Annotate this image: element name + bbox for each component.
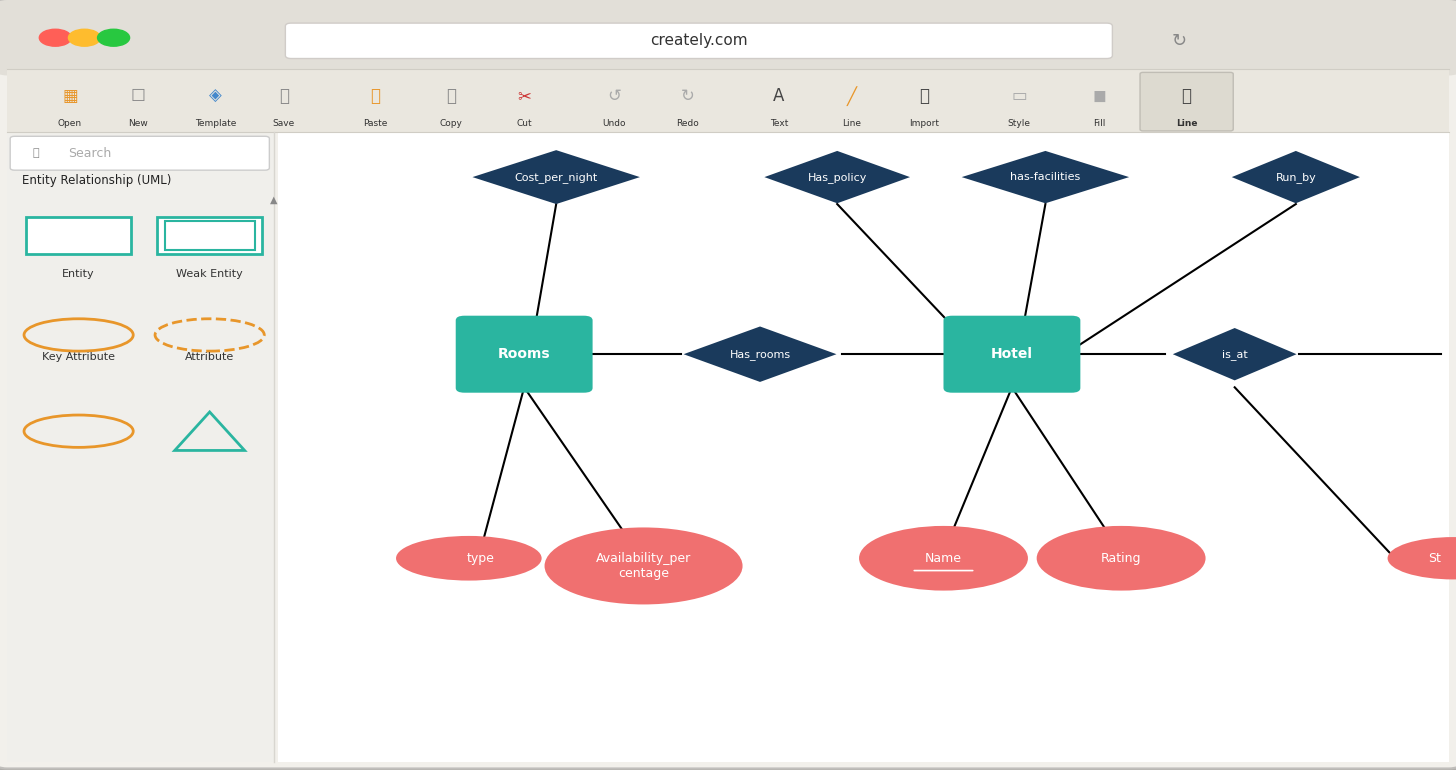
- FancyBboxPatch shape: [285, 23, 1112, 59]
- FancyBboxPatch shape: [26, 217, 131, 254]
- Ellipse shape: [396, 536, 542, 581]
- Text: Line: Line: [842, 119, 862, 128]
- Polygon shape: [764, 151, 910, 203]
- Text: Fill: Fill: [1093, 119, 1105, 128]
- Text: Save: Save: [272, 119, 296, 128]
- Text: ◈: ◈: [210, 87, 221, 105]
- Text: Copy: Copy: [440, 119, 463, 128]
- Text: Text: Text: [770, 119, 788, 128]
- Text: Line: Line: [1176, 119, 1197, 128]
- Text: Weak Entity: Weak Entity: [176, 270, 243, 279]
- Text: Rooms: Rooms: [498, 347, 550, 361]
- Ellipse shape: [859, 526, 1028, 591]
- Text: ✂: ✂: [517, 87, 531, 105]
- Text: Entity: Entity: [63, 270, 95, 279]
- Text: ╱: ╱: [847, 86, 856, 106]
- FancyBboxPatch shape: [157, 217, 262, 254]
- Ellipse shape: [1388, 537, 1456, 579]
- Text: ▲: ▲: [269, 196, 278, 205]
- Text: ◼: ◼: [1092, 87, 1107, 105]
- Text: Hotel: Hotel: [992, 347, 1032, 361]
- Text: Cut: Cut: [517, 119, 531, 128]
- Text: ⧉: ⧉: [447, 87, 456, 105]
- Polygon shape: [684, 326, 836, 382]
- Circle shape: [39, 29, 71, 46]
- Text: Undo: Undo: [603, 119, 626, 128]
- FancyBboxPatch shape: [456, 316, 593, 393]
- FancyBboxPatch shape: [943, 316, 1080, 393]
- Text: ↻: ↻: [1172, 32, 1187, 50]
- FancyBboxPatch shape: [7, 132, 274, 762]
- Polygon shape: [1232, 151, 1360, 203]
- Text: ▦: ▦: [63, 87, 77, 105]
- Text: Import: Import: [910, 119, 939, 128]
- Text: ▭: ▭: [1012, 87, 1026, 105]
- Text: Cost_per_night: Cost_per_night: [514, 172, 598, 182]
- Circle shape: [68, 29, 100, 46]
- Text: has-facilities: has-facilities: [1010, 172, 1080, 182]
- FancyBboxPatch shape: [10, 136, 269, 170]
- Text: 📋: 📋: [371, 87, 380, 105]
- FancyBboxPatch shape: [1140, 72, 1233, 131]
- Ellipse shape: [545, 527, 743, 604]
- Text: Template: Template: [195, 119, 236, 128]
- Text: Name: Name: [925, 552, 962, 564]
- Text: Run_by: Run_by: [1275, 172, 1316, 182]
- FancyBboxPatch shape: [165, 221, 255, 250]
- Text: Paste: Paste: [364, 119, 387, 128]
- Text: 🔍: 🔍: [32, 149, 39, 158]
- Text: Rating: Rating: [1101, 552, 1142, 564]
- Text: creately.com: creately.com: [649, 33, 748, 49]
- Text: St: St: [1428, 552, 1440, 564]
- Text: 💾: 💾: [280, 87, 288, 105]
- Circle shape: [98, 29, 130, 46]
- Text: Has_rooms: Has_rooms: [729, 349, 791, 360]
- Text: is_at: is_at: [1222, 349, 1248, 360]
- Polygon shape: [1174, 328, 1297, 380]
- Text: Entity Relationship (UML): Entity Relationship (UML): [22, 175, 172, 187]
- Text: Has_policy: Has_policy: [808, 172, 866, 182]
- Text: Attribute: Attribute: [185, 352, 234, 361]
- Text: Key Attribute: Key Attribute: [42, 352, 115, 361]
- Text: ↻: ↻: [680, 87, 695, 105]
- FancyBboxPatch shape: [0, 0, 1456, 75]
- Text: New: New: [128, 119, 149, 128]
- Text: A: A: [773, 87, 785, 105]
- Text: ↺: ↺: [607, 87, 622, 105]
- Ellipse shape: [1037, 526, 1206, 591]
- Text: Availability_per
centage: Availability_per centage: [596, 552, 692, 580]
- Text: 〜: 〜: [1182, 87, 1191, 105]
- Text: ☐: ☐: [131, 87, 146, 105]
- Text: Redo: Redo: [676, 119, 699, 128]
- FancyBboxPatch shape: [278, 132, 1449, 762]
- Text: type: type: [466, 552, 495, 564]
- Text: Search: Search: [68, 147, 112, 159]
- Polygon shape: [962, 151, 1130, 203]
- Polygon shape: [473, 150, 641, 204]
- Text: 🖼: 🖼: [920, 87, 929, 105]
- Text: Open: Open: [58, 119, 82, 128]
- Text: Style: Style: [1008, 119, 1031, 128]
- FancyBboxPatch shape: [7, 69, 1449, 132]
